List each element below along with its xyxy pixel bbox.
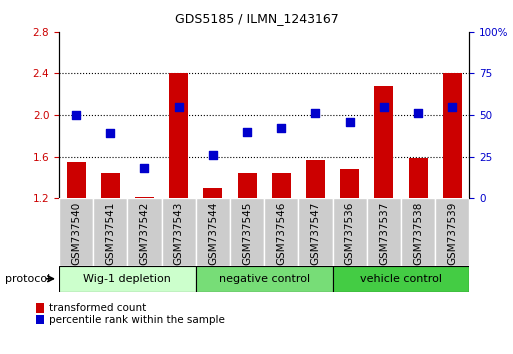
Bar [59,198,93,266]
Text: GSM737538: GSM737538 [413,202,423,265]
Point [106,130,114,136]
Bar [162,198,196,266]
Bar [299,198,332,266]
Text: protocol: protocol [5,274,50,284]
Bar [409,158,427,198]
Text: negative control: negative control [219,274,310,284]
Text: percentile rank within the sample: percentile rank within the sample [49,314,225,325]
Point [209,152,217,158]
Point [414,110,422,116]
Point [277,125,285,130]
Bar [238,173,256,198]
Bar [435,198,469,266]
Bar [332,266,469,292]
Point [243,129,251,135]
Point [311,110,320,116]
Text: GSM737540: GSM737540 [71,202,81,265]
Bar [340,169,359,198]
Text: GSM737546: GSM737546 [277,202,286,265]
Text: vehicle control: vehicle control [360,274,442,284]
Text: GSM737545: GSM737545 [242,202,252,265]
Bar [374,86,393,198]
Point [346,120,354,125]
Text: GSM737543: GSM737543 [174,202,184,265]
Text: GDS5185 / ILMN_1243167: GDS5185 / ILMN_1243167 [174,12,339,25]
Bar [264,198,299,266]
Text: GSM737544: GSM737544 [208,202,218,265]
Bar [306,160,325,198]
Bar [59,266,196,292]
Bar [101,173,120,198]
Bar [67,162,86,198]
Bar [443,74,462,198]
Bar [230,198,264,266]
Text: GSM737536: GSM737536 [345,202,354,265]
Text: Wig-1 depletion: Wig-1 depletion [84,274,171,284]
Bar [93,198,127,266]
Point [380,104,388,110]
Text: transformed count: transformed count [49,303,147,313]
Bar [127,198,162,266]
Point [448,104,457,110]
Text: GSM737539: GSM737539 [447,202,457,265]
Point [141,165,149,171]
Text: GSM737541: GSM737541 [105,202,115,265]
Point [174,104,183,110]
Text: GSM737537: GSM737537 [379,202,389,265]
Bar [401,198,435,266]
Bar [169,74,188,198]
Bar [272,173,291,198]
Point [72,112,80,118]
Text: GSM737542: GSM737542 [140,202,149,265]
Bar [332,198,367,266]
Bar [135,197,154,198]
Text: GSM737547: GSM737547 [310,202,321,265]
Bar [196,198,230,266]
Bar [196,266,332,292]
Bar [367,198,401,266]
Bar [204,188,222,198]
